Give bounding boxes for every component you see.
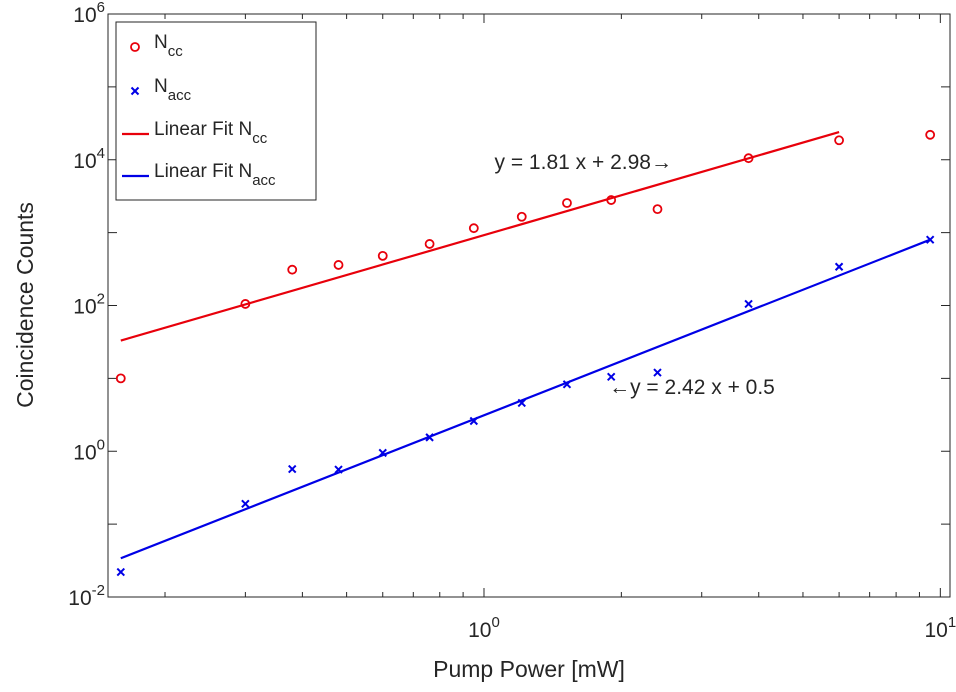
data-point-nacc	[925, 235, 935, 244]
data-point-nacc	[606, 372, 616, 382]
data-point-ncc	[743, 153, 754, 164]
y-tick-label: 100	[73, 436, 105, 464]
fit-equation: y = 1.81 x + 2.98→	[495, 151, 672, 174]
data-point-nacc-stroke	[116, 567, 125, 577]
data-point-ncc	[606, 195, 617, 205]
fit-line	[120, 130, 840, 342]
y-tick-label: 106	[73, 0, 105, 27]
data-point-ncc	[925, 129, 936, 140]
data-point-nacc-stroke	[744, 299, 753, 309]
data-point-nacc-stroke	[562, 380, 572, 389]
fit-lines	[120, 130, 931, 560]
data-point-nacc-stroke	[925, 235, 935, 244]
y-tick-label: 104	[73, 145, 105, 173]
data-point-ncc	[834, 135, 844, 146]
data-point-ncc	[377, 250, 388, 261]
data-point-ncc	[652, 204, 663, 215]
data-markers	[115, 129, 936, 577]
y-tick-label: 102	[73, 291, 105, 319]
data-point-nacc-stroke	[334, 465, 343, 474]
x-axis-label: Pump Power [mW]	[433, 656, 625, 682]
data-point-nacc-stroke	[378, 448, 387, 458]
data-point-ncc	[424, 239, 435, 249]
x-tick-label: 100	[468, 614, 500, 642]
data-point-nacc	[653, 368, 662, 377]
legend-circle-swatch	[130, 42, 140, 52]
data-point-nacc	[562, 380, 572, 389]
fit-equation: ←y = 2.42 x + 0.5	[609, 376, 775, 399]
data-point-nacc	[378, 448, 387, 458]
data-point-nacc	[241, 499, 250, 509]
legend-x-swatch	[130, 86, 140, 96]
y-tick-labels: 10-2 100 102 104 106	[68, 0, 105, 610]
data-point-ncc	[562, 198, 572, 208]
fit-line	[120, 238, 931, 560]
fit-annotations: y = 1.81 x + 2.98→ ←y = 2.42 x + 0.5	[495, 151, 775, 399]
data-point-nacc-stroke	[834, 262, 844, 271]
data-point-nacc	[517, 398, 526, 408]
x-tick-labels: 100 101	[468, 614, 956, 642]
legend: Ncc Nacc Linear Fit Ncc Linear Fit Nacc	[115, 21, 317, 201]
tick-marks	[108, 13, 950, 598]
y-tick-label: 10-2	[68, 582, 105, 610]
data-point-nacc	[425, 433, 434, 442]
data-point-nacc	[834, 262, 844, 271]
x-tick-label: 101	[924, 614, 956, 642]
legend-label: Linear Fit Ncc	[154, 119, 268, 147]
data-point-ncc	[240, 299, 251, 309]
data-point-nacc-stroke	[288, 464, 297, 474]
data-point-nacc-stroke	[606, 372, 616, 382]
data-point-nacc-stroke	[517, 398, 526, 408]
data-point-nacc-stroke	[653, 368, 662, 377]
legend-x-stroke	[130, 86, 140, 96]
data-point-nacc-stroke	[469, 416, 479, 426]
data-point-nacc-stroke	[425, 433, 434, 442]
data-point-ncc	[516, 211, 527, 222]
legend-label: Nacc	[154, 76, 192, 104]
data-point-nacc	[334, 465, 343, 474]
data-point-nacc	[469, 416, 479, 426]
legend-box	[115, 21, 317, 201]
data-point-ncc	[115, 373, 126, 384]
legend-label: Linear Fit Nacc	[154, 161, 276, 189]
data-point-nacc	[288, 464, 297, 474]
data-point-ncc	[287, 264, 298, 275]
data-point-nacc	[116, 567, 125, 577]
legend-label: Ncc	[154, 32, 183, 60]
data-point-ncc	[468, 223, 479, 234]
data-point-nacc-stroke	[241, 499, 250, 509]
y-axis-label: Coincidence Counts	[12, 202, 38, 408]
data-point-ncc	[333, 260, 344, 270]
data-point-nacc	[744, 299, 753, 309]
